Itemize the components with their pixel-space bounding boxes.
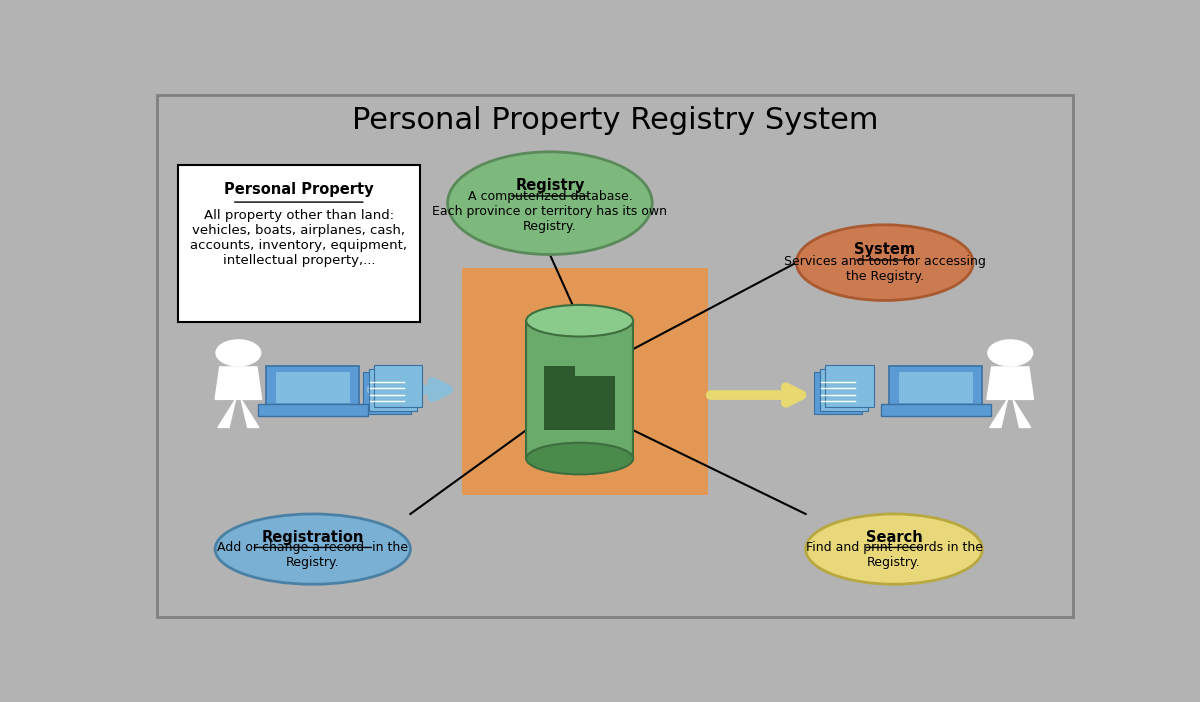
Polygon shape: [986, 367, 1033, 399]
Polygon shape: [241, 399, 259, 428]
Text: Personal Property Registry System: Personal Property Registry System: [352, 106, 878, 135]
FancyBboxPatch shape: [178, 166, 420, 322]
Circle shape: [988, 340, 1032, 366]
Ellipse shape: [526, 443, 634, 475]
FancyBboxPatch shape: [899, 372, 973, 403]
Ellipse shape: [448, 152, 653, 255]
FancyBboxPatch shape: [526, 321, 634, 458]
Text: Registration: Registration: [262, 529, 364, 545]
Text: Find and print records in the
Registry.: Find and print records in the Registry.: [805, 541, 983, 569]
Ellipse shape: [215, 514, 410, 584]
Text: Registry: Registry: [515, 178, 584, 193]
Polygon shape: [990, 399, 1008, 428]
Text: Add or change a record  in the
Registry.: Add or change a record in the Registry.: [217, 541, 408, 569]
Polygon shape: [215, 367, 262, 399]
Polygon shape: [218, 399, 235, 428]
Text: All property other than land:
vehicles, boats, airplanes, cash,
accounts, invent: All property other than land: vehicles, …: [191, 208, 407, 267]
FancyBboxPatch shape: [881, 404, 991, 416]
FancyBboxPatch shape: [820, 369, 868, 411]
FancyBboxPatch shape: [276, 372, 350, 403]
FancyBboxPatch shape: [545, 376, 616, 430]
FancyBboxPatch shape: [889, 366, 983, 407]
Polygon shape: [1013, 399, 1031, 428]
FancyBboxPatch shape: [258, 404, 367, 416]
Bar: [462, 268, 708, 495]
Ellipse shape: [797, 225, 973, 300]
Text: Search: Search: [865, 529, 923, 545]
FancyBboxPatch shape: [368, 369, 416, 411]
Text: Services and tools for accessing
the Registry.: Services and tools for accessing the Reg…: [784, 255, 985, 283]
FancyBboxPatch shape: [545, 366, 575, 376]
FancyBboxPatch shape: [362, 372, 412, 414]
FancyBboxPatch shape: [374, 365, 422, 407]
FancyBboxPatch shape: [814, 372, 863, 414]
Circle shape: [216, 340, 260, 366]
Ellipse shape: [526, 305, 634, 336]
FancyBboxPatch shape: [266, 366, 359, 407]
FancyBboxPatch shape: [826, 365, 874, 407]
Ellipse shape: [805, 514, 983, 584]
Text: A computerized database.
Each province or territory has its own
Registry.: A computerized database. Each province o…: [432, 190, 667, 233]
Text: System: System: [854, 242, 916, 257]
Text: Personal Property: Personal Property: [224, 182, 373, 197]
